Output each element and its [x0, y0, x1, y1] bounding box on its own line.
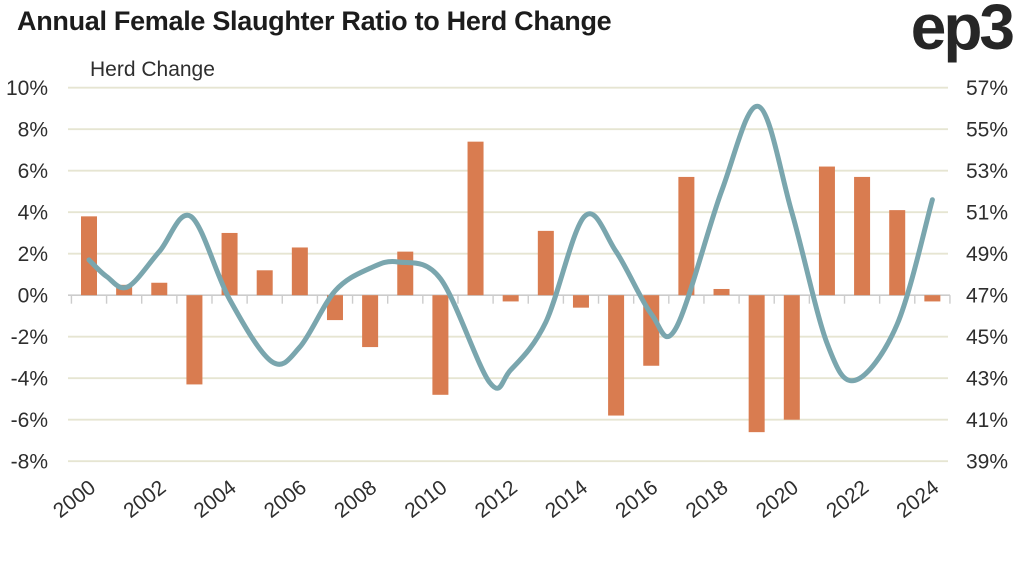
herd-change-bar-2017 [678, 176, 695, 296]
x-axis-tick-label: 2000 [49, 476, 100, 523]
left-axis-tick-label: -4% [11, 368, 48, 391]
herd-change-bar-2005 [256, 270, 273, 296]
herd-change-bar-2020 [783, 295, 800, 420]
herd-change-bar-2021 [818, 166, 835, 296]
herd-change-bar-2004 [221, 232, 238, 296]
left-axis-tick-label: -2% [11, 326, 48, 349]
left-axis-tick-label: -6% [11, 409, 48, 432]
x-axis-tick-label: 2006 [260, 476, 311, 523]
herd-change-bar-2008 [362, 295, 379, 348]
x-axis-tick-label: 2022 [822, 476, 873, 523]
right-axis-tick-label: 39% [966, 451, 1008, 474]
x-axis-tick-label: 2024 [892, 476, 943, 523]
right-axis-tick-label: 41% [966, 409, 1008, 432]
left-axis-title: Herd Change [90, 58, 215, 81]
right-axis-tick-label: 51% [966, 202, 1008, 225]
left-axis-tick-label: 4% [18, 202, 48, 225]
herd-change-bar-2010 [432, 295, 449, 395]
x-axis-tick-label: 2002 [119, 476, 170, 523]
x-axis-tick-label: 2004 [190, 476, 241, 523]
herd-change-bar-2012 [502, 295, 519, 302]
left-axis-tick-label: 6% [18, 160, 48, 183]
left-axis-tick-label: -8% [11, 451, 48, 474]
right-axis-tick-label: 53% [966, 160, 1008, 183]
herd-change-bar-2003 [186, 295, 203, 385]
brand-logo: ep3 [910, 0, 1015, 63]
x-axis-tick-label: 2016 [611, 476, 662, 523]
x-axis-tick-label: 2018 [682, 476, 733, 523]
right-axis-tick-label: 43% [966, 368, 1008, 391]
herd-change-bar-2011 [467, 141, 484, 296]
right-axis-tick-label: 47% [966, 285, 1008, 308]
herd-change-bar-2013 [537, 230, 554, 296]
herd-change-bar-2022 [854, 176, 871, 296]
right-axis-tick-label: 57% [966, 77, 1008, 100]
herd-change-bar-2002 [151, 282, 168, 296]
right-axis-tick-label: 55% [966, 119, 1008, 142]
herd-change-bar-2024 [924, 295, 941, 302]
left-axis-tick-label: 2% [18, 243, 48, 266]
herd-change-bar-2023 [889, 210, 906, 296]
left-axis-tick-label: 10% [6, 77, 48, 100]
x-axis-tick-label: 2020 [752, 476, 803, 523]
herd-change-bar-2014 [572, 295, 589, 308]
x-axis-tick-label: 2010 [401, 476, 452, 523]
x-axis-tick-label: 2008 [330, 476, 381, 523]
herd-change-bar-2007 [326, 295, 343, 321]
herd-change-bar-2019 [748, 295, 765, 433]
herd-change-bar-2016 [643, 295, 660, 366]
right-axis-tick-label: 49% [966, 243, 1008, 266]
right-axis-tick-label: 45% [966, 326, 1008, 349]
x-axis-tick-label: 2014 [541, 476, 592, 523]
page-title: Annual Female Slaughter Ratio to Herd Ch… [17, 6, 612, 36]
herd-change-bar-2009 [397, 251, 414, 296]
herd-change-bar-2006 [291, 247, 308, 296]
herd-change-bar-2000 [81, 216, 97, 296]
herd-change-bar-2015 [608, 295, 625, 416]
slaughter-ratio-line [86, 103, 935, 391]
left-axis-tick-label: 0% [18, 285, 48, 308]
left-axis-tick-label: 8% [18, 119, 48, 142]
x-axis-tick-label: 2012 [471, 476, 522, 523]
herd-change-bar-2018 [713, 288, 730, 296]
